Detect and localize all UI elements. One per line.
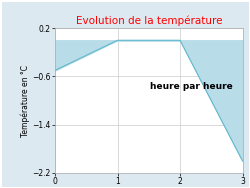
Title: Evolution de la température: Evolution de la température <box>76 16 222 26</box>
Text: heure par heure: heure par heure <box>150 82 233 91</box>
Y-axis label: Température en °C: Température en °C <box>20 65 30 136</box>
